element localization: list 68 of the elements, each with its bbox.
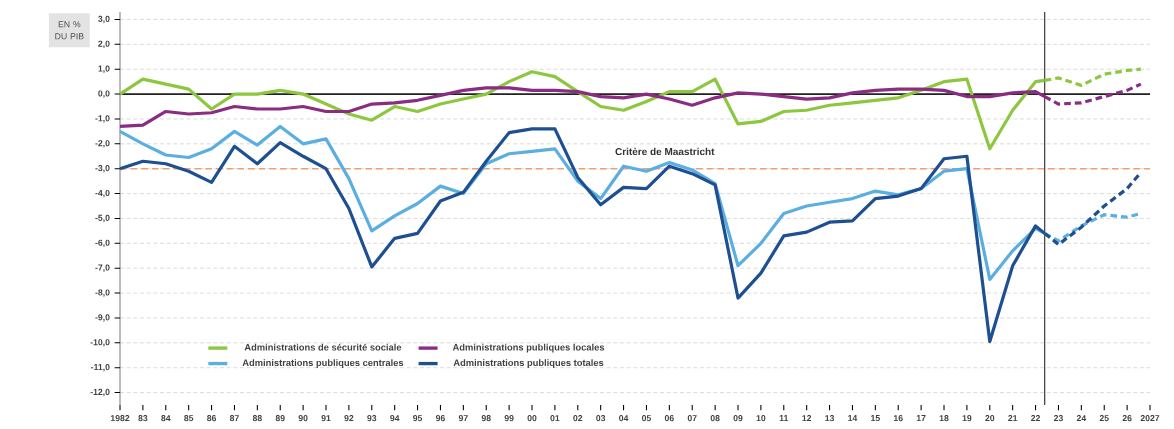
x-tick-label: 90 <box>298 415 308 422</box>
x-tick-label: 21 <box>1008 415 1018 422</box>
legend-label: Administrations de sécurité sociale <box>244 343 402 351</box>
x-tick-label: 03 <box>596 415 606 422</box>
y-tick-label: 1,0 <box>98 65 110 73</box>
x-tick-label: 22 <box>1031 415 1041 422</box>
y-tick-label: -2,0 <box>95 140 110 148</box>
x-tick-label: 83 <box>138 415 148 422</box>
ref-line-label: Critère de Maastricht <box>615 147 715 156</box>
y-tick-label: 0,0 <box>98 90 110 98</box>
x-tick-label: 11 <box>779 415 789 422</box>
x-tick-label: 1982 <box>110 415 130 422</box>
x-tick-label: 09 <box>733 415 743 422</box>
x-tick-label: 25 <box>1099 415 1109 422</box>
x-tick-label: 07 <box>687 415 697 422</box>
y-tick-label: -3,0 <box>95 165 110 173</box>
y-tick-label: -10,0 <box>90 339 110 347</box>
x-tick-label: 12 <box>802 415 812 422</box>
x-tick-label: 98 <box>481 415 491 422</box>
x-tick-label: 2027 <box>1140 415 1160 422</box>
x-tick-label: 04 <box>619 415 629 422</box>
x-tick-label: 88 <box>252 415 262 422</box>
legend-label: Administrations publiques centrales <box>242 359 404 368</box>
x-tick-label: 95 <box>413 415 423 422</box>
x-tick-label: 00 <box>527 415 537 422</box>
x-tick-label: 13 <box>825 415 835 422</box>
x-tick-label: 93 <box>367 415 377 422</box>
y-tick-label: -7,0 <box>95 264 110 272</box>
y-axis-title: EN % DU PIB <box>55 21 84 40</box>
x-tick-label: 10 <box>756 415 766 422</box>
x-tick-label: 96 <box>435 415 445 422</box>
x-tick-label: 15 <box>871 415 880 422</box>
x-tick-label: 99 <box>504 415 514 422</box>
x-tick-label: 26 <box>1122 415 1132 422</box>
y-tick-label: -9,0 <box>95 314 110 322</box>
y-tick-label: 2,0 <box>98 40 110 49</box>
y-tick-label: 3,0 <box>98 15 110 24</box>
x-tick-label: 84 <box>161 415 171 422</box>
x-tick-label: 97 <box>458 415 468 422</box>
y-tick-label: -11,0 <box>91 364 110 372</box>
x-tick-label: 20 <box>985 415 995 422</box>
x-tick-label: 24 <box>1076 415 1087 422</box>
x-tick-label: 17 <box>916 415 926 422</box>
x-tick-label: 23 <box>1053 415 1063 422</box>
legend-label: Administrations publiques totales <box>453 359 604 368</box>
y-tick-label: -6,0 <box>95 239 110 248</box>
x-tick-label: 19 <box>962 415 972 422</box>
x-tick-label: 05 <box>641 415 652 422</box>
x-tick-label: 16 <box>893 415 903 422</box>
x-tick-label: 94 <box>390 415 400 422</box>
legend-label: Administrations publiques locales <box>452 343 605 353</box>
x-tick-label: 89 <box>275 415 285 422</box>
x-tick-label: 14 <box>848 415 858 422</box>
y-tick-label: -12,0 <box>90 388 110 397</box>
x-tick-label: 18 <box>939 415 949 422</box>
x-tick-label: 08 <box>710 415 720 422</box>
y-tick-label: -5,0 <box>95 214 110 223</box>
y-tick-label: -4,0 <box>95 189 110 198</box>
x-tick-label: 06 <box>664 415 674 422</box>
y-tick-label: -8,0 <box>95 289 110 297</box>
x-tick-label: 85 <box>184 415 194 422</box>
x-tick-label: 92 <box>344 415 354 422</box>
x-tick-label: 01 <box>550 415 560 422</box>
x-tick-label: 91 <box>321 415 331 422</box>
x-tick-label: 87 <box>229 415 239 422</box>
x-tick-label: 02 <box>573 415 583 422</box>
x-tick-label: 86 <box>207 415 217 422</box>
y-tick-label: -1,0 <box>95 115 110 123</box>
